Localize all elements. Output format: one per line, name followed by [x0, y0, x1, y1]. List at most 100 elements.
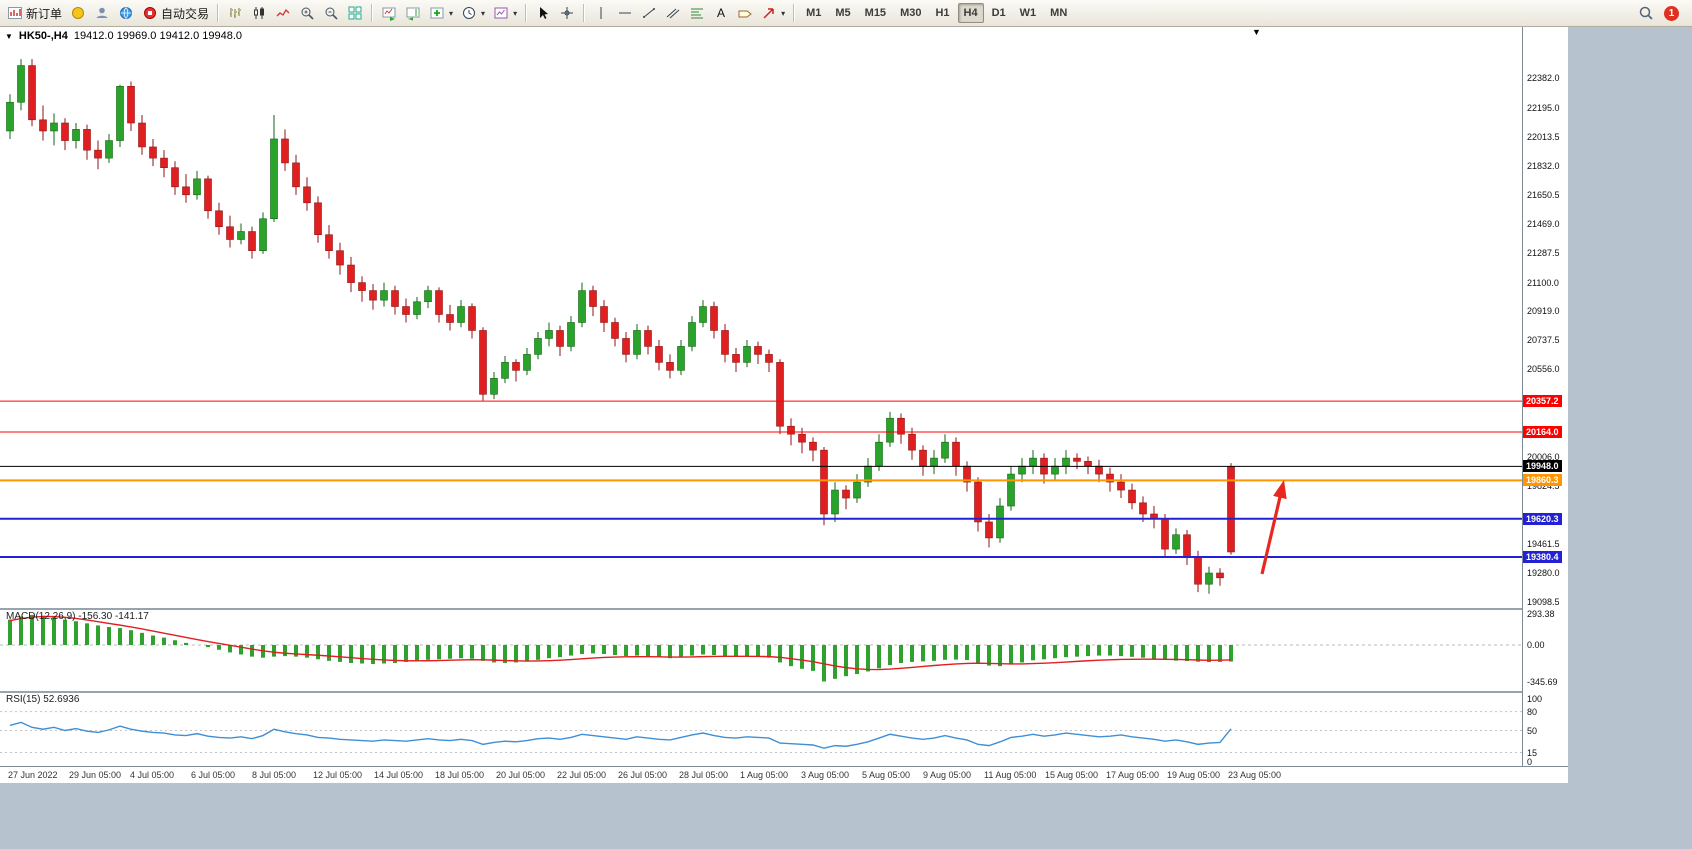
axis-label: 15	[1527, 747, 1538, 758]
axis-label: 20556.0	[1527, 364, 1560, 375]
channel-icon	[665, 5, 681, 21]
date-label: 15 Aug 05:00	[1045, 770, 1099, 780]
chart-shift-icon	[405, 5, 421, 21]
date-label: 9 Aug 05:00	[923, 770, 972, 780]
price-level-badge: 19860.3	[1523, 474, 1562, 487]
chevron-down-icon[interactable]: ▾	[513, 8, 518, 18]
crosshair-button[interactable]	[555, 2, 579, 24]
date-label: 1 Aug 05:00	[740, 770, 789, 780]
date-label: 4 Jul 05:00	[130, 770, 175, 780]
text-icon: A	[713, 5, 729, 21]
axis-label: 0.00	[1527, 640, 1545, 650]
notification-badge[interactable]: 1	[1664, 5, 1679, 21]
price-level-badge: 19380.4	[1523, 551, 1562, 563]
profile-button[interactable]	[90, 2, 114, 24]
pane-splitter[interactable]	[0, 608, 1568, 610]
date-axis[interactable]: 27 Jun 2022 29 Jun 05:00 4 Jul 05:00 6 Jul …	[0, 766, 1568, 783]
date-label: 8 Jul 05:00	[252, 770, 297, 780]
price-level-badge: 19620.3	[1523, 512, 1562, 525]
fibonacci-button[interactable]	[685, 2, 709, 24]
zoom-in-icon	[299, 5, 315, 21]
arrows-button[interactable]: ▾	[757, 2, 789, 24]
pane-splitter[interactable]	[0, 691, 1568, 693]
line-icon	[275, 5, 291, 21]
timeframe-m30-button[interactable]: M30	[900, 7, 922, 19]
equidistant-channel-button[interactable]	[661, 2, 685, 24]
price-chart[interactable]	[0, 27, 1522, 608]
quotes-button[interactable]	[66, 2, 90, 24]
text-button[interactable]: A	[709, 2, 733, 24]
vertical-line-button[interactable]	[589, 2, 613, 24]
axis-label: 21469.0	[1527, 218, 1560, 229]
date-label: 26 Jul 05:00	[618, 770, 668, 780]
line-chart-button[interactable]	[271, 2, 295, 24]
candles-icon	[251, 5, 267, 21]
axis-label: 19098.5	[1527, 597, 1560, 607]
autotrading-button-label: 自动交易	[161, 6, 210, 21]
horizontal-line-button[interactable]	[613, 2, 637, 24]
trendline-button[interactable]	[637, 2, 661, 24]
toolbar-separator	[371, 4, 374, 22]
chevron-down-icon[interactable]: ▾	[781, 8, 786, 18]
macd-label: MACD(12,26,9) -156.30 -141.17	[6, 611, 149, 622]
chart-collapse-icon[interactable]: ▼	[5, 31, 13, 41]
timeframe-m5-button[interactable]: M5	[835, 7, 851, 19]
date-label: 5 Aug 05:00	[862, 770, 911, 780]
axis-label: 21832.0	[1527, 160, 1560, 171]
search-button[interactable]	[1634, 2, 1658, 24]
axis-label: 20919.0	[1527, 306, 1560, 317]
new-order-button[interactable]: 新订单	[3, 2, 66, 24]
axis-label: 22195.0	[1527, 102, 1560, 113]
cursor-button[interactable]	[531, 2, 555, 24]
axis-label: 50	[1527, 725, 1538, 736]
bar-chart-button[interactable]	[223, 2, 247, 24]
timeframe-m1-button[interactable]: M1	[806, 7, 822, 19]
date-label: 22 Jul 05:00	[557, 770, 607, 780]
autotrading-icon	[142, 5, 158, 21]
svg-text:A: A	[717, 6, 725, 20]
chevron-down-icon[interactable]: ▾	[449, 8, 454, 18]
timeframe-h4-button[interactable]: H4	[957, 3, 984, 23]
toolbar-buttons: 新订单 自动交易 ▾ ▾ ▾ A ▾ M1 M5 M15 M30 H1 H4 D1 W1 MN	[3, 0, 1074, 26]
timeframe-d1-button[interactable]: D1	[991, 7, 1006, 19]
chart-shift-marker[interactable]: ▼	[1252, 27, 1261, 37]
axis-label: 19280.0	[1527, 568, 1560, 579]
axis-label: 20737.5	[1527, 335, 1560, 346]
price-axis[interactable]: 22382.0 22195.0 22013.5 21832.0 21650.5 21469…	[1522, 27, 1568, 767]
date-label: 28 Jul 05:00	[679, 770, 729, 780]
text-label-button[interactable]	[733, 2, 757, 24]
toolbar-right: 1	[1634, 2, 1689, 24]
zoom-out-button[interactable]	[319, 2, 343, 24]
periods-button[interactable]: ▾	[457, 2, 489, 24]
indicators-button[interactable]: ▾	[425, 2, 457, 24]
timeframe-mn-button[interactable]: MN	[1050, 7, 1068, 19]
chart-shift-button[interactable]	[401, 2, 425, 24]
timeframe-w1-button[interactable]: W1	[1019, 7, 1037, 19]
axis-label: 20006.0	[1527, 452, 1560, 463]
macd-pane[interactable]	[0, 610, 1522, 691]
date-label: 6 Jul 05:00	[191, 770, 236, 780]
candlestick-chart-button[interactable]	[247, 2, 271, 24]
chevron-down-icon[interactable]: ▾	[481, 8, 486, 18]
date-label: 14 Jul 05:00	[374, 770, 424, 780]
cursor-icon	[535, 5, 551, 21]
auto-scroll-button[interactable]	[377, 2, 401, 24]
templates-button[interactable]: ▾	[489, 2, 521, 24]
toolbar-separator	[583, 4, 586, 22]
search-icon	[1638, 5, 1654, 21]
timeframe-h1-button[interactable]: H1	[935, 7, 950, 19]
toolbar-separator	[525, 4, 528, 22]
date-label: 17 Aug 05:00	[1106, 770, 1160, 780]
tile-windows-button[interactable]	[343, 2, 367, 24]
hline-icon	[617, 5, 633, 21]
axis-label: 0	[1527, 757, 1533, 767]
zoom-in-button[interactable]	[295, 2, 319, 24]
autotrading-button[interactable]: 自动交易	[138, 2, 213, 24]
chart-symbol-period: HK50-,H4	[18, 30, 68, 42]
rsi-pane[interactable]	[0, 693, 1522, 766]
axis-label: 21650.5	[1527, 189, 1560, 200]
community-button[interactable]	[114, 2, 138, 24]
axis-label: 22382.0	[1527, 73, 1560, 83]
timeframe-m15-button[interactable]: M15	[864, 7, 887, 19]
profile-icon	[94, 5, 110, 21]
